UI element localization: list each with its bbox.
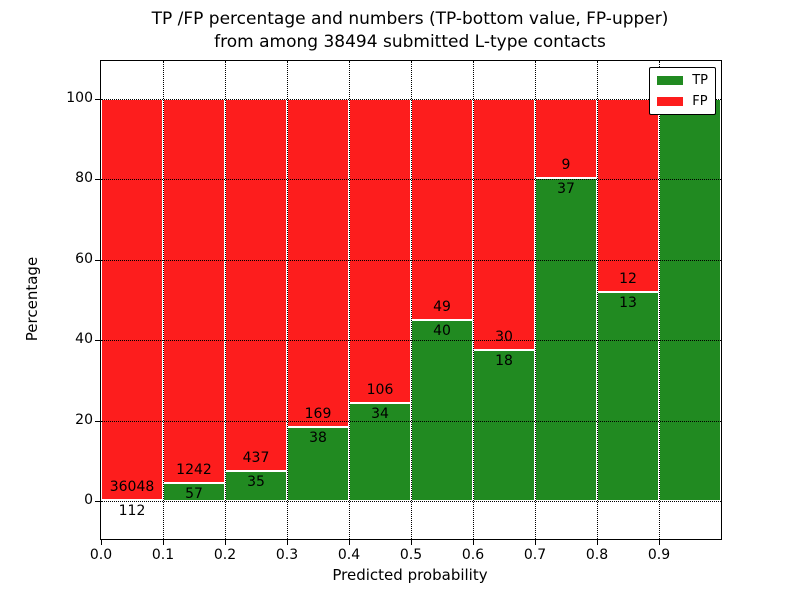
- tp-bar-segment: [535, 177, 597, 501]
- y-tick-label: 100: [66, 90, 93, 107]
- x-gridline: [349, 61, 350, 539]
- x-gridline: [473, 61, 474, 539]
- fp-count-label: 169: [304, 406, 332, 423]
- x-tick-mark: [535, 540, 536, 545]
- legend-label-tp: TP: [692, 73, 708, 88]
- x-tick-mark: [473, 540, 474, 545]
- tp-count-label: 37: [557, 180, 575, 197]
- tp-count-label: 40: [433, 323, 451, 340]
- fp-count-label: 106: [366, 382, 394, 399]
- fp-count-label: 49: [433, 299, 451, 316]
- x-tick-mark: [597, 540, 598, 545]
- tp-count-label: 38: [309, 430, 327, 447]
- y-tick-label: 0: [84, 491, 93, 508]
- x-gridline: [163, 61, 164, 539]
- fp-count-label: 36048: [109, 478, 155, 495]
- fp-bar-segment: [101, 99, 163, 500]
- x-gridline: [597, 61, 598, 539]
- chart-title-line1: TP /FP percentage and numbers (TP-bottom…: [151, 9, 669, 29]
- legend-item-tp: TP: [657, 74, 708, 87]
- legend-label-fp: FP: [692, 94, 708, 109]
- tp-count-label: 35: [247, 474, 265, 491]
- fp-count-label: 437: [242, 450, 270, 467]
- x-gridline: [535, 61, 536, 539]
- legend: TP FP: [649, 67, 716, 115]
- x-tick-mark: [101, 540, 102, 545]
- x-tick-mark: [163, 540, 164, 545]
- x-tick-label: 0.6: [461, 547, 485, 563]
- fp-bar-segment: [349, 99, 411, 404]
- x-gridline: [411, 61, 412, 539]
- tp-bar-segment: [473, 350, 535, 501]
- y-tick-mark: [95, 179, 100, 181]
- x-tick-label: 0.2: [213, 547, 237, 563]
- tp-count-label: 13: [619, 294, 637, 311]
- fp-count-label: 12: [619, 270, 637, 287]
- tp-count-label: 112: [118, 502, 146, 519]
- x-tick-label: 0.8: [585, 547, 609, 563]
- x-tick-label: 0.3: [275, 547, 299, 563]
- fp-count-label: 30: [495, 329, 513, 346]
- y-tick-mark: [95, 420, 100, 422]
- y-axis-label: Percentage: [23, 256, 41, 342]
- x-tick-mark: [659, 540, 660, 545]
- fp-count-label: 9: [561, 156, 571, 173]
- fp-count-label: 1242: [176, 462, 212, 479]
- legend-item-fp: FP: [657, 95, 708, 108]
- tp-bar-segment: [349, 403, 411, 501]
- fp-swatch-icon: [657, 97, 684, 106]
- fp-bar-segment: [597, 99, 659, 292]
- tp-count-label: 34: [371, 406, 389, 423]
- x-gridline: [287, 61, 288, 539]
- chart-title-line2: from among 38494 submitted L-type contac…: [214, 32, 606, 52]
- x-tick-mark: [411, 540, 412, 545]
- x-tick-label: 0.5: [399, 547, 423, 563]
- chart-title: TP /FP percentage and numbers (TP-bottom…: [10, 8, 800, 54]
- tp-swatch-icon: [657, 76, 684, 85]
- x-tick-label: 0.4: [337, 547, 361, 563]
- tp-bar-segment: [411, 320, 473, 501]
- fp-bar-segment: [535, 99, 597, 178]
- plot-area: TP FP 36048 112 1242 57 437 35 169 38 106 34 49 40 3…: [66, 60, 722, 563]
- y-tick-mark: [95, 259, 100, 261]
- x-tick-mark: [349, 540, 350, 545]
- y-tick-label: 20: [75, 411, 93, 428]
- y-tick-mark: [95, 500, 100, 502]
- x-tick-label: 0.0: [89, 547, 113, 563]
- y-tick-mark: [95, 340, 100, 342]
- tp-bar-segment: [597, 291, 659, 501]
- x-tick-label: 0.7: [523, 547, 547, 563]
- x-tick-label: 0.9: [647, 547, 671, 563]
- x-gridline: [659, 61, 660, 539]
- fp-bar-segment: [287, 99, 349, 428]
- y-tick-label: 80: [75, 170, 93, 187]
- x-axis-label: Predicted probability: [332, 566, 488, 584]
- tp-bar-segment: [287, 427, 349, 501]
- tp-count-label: 18: [495, 353, 513, 370]
- y-tick-mark: [95, 99, 100, 101]
- y-tick-label: 40: [75, 331, 93, 348]
- fp-bar-segment: [163, 99, 225, 484]
- tp-count-label: 57: [185, 486, 203, 503]
- y-tick-label: 60: [75, 250, 93, 267]
- fp-bar-segment: [411, 99, 473, 321]
- x-tick-mark: [225, 540, 226, 545]
- x-tick-label: 0.1: [151, 547, 175, 563]
- x-gridline: [225, 61, 226, 539]
- x-tick-mark: [287, 540, 288, 545]
